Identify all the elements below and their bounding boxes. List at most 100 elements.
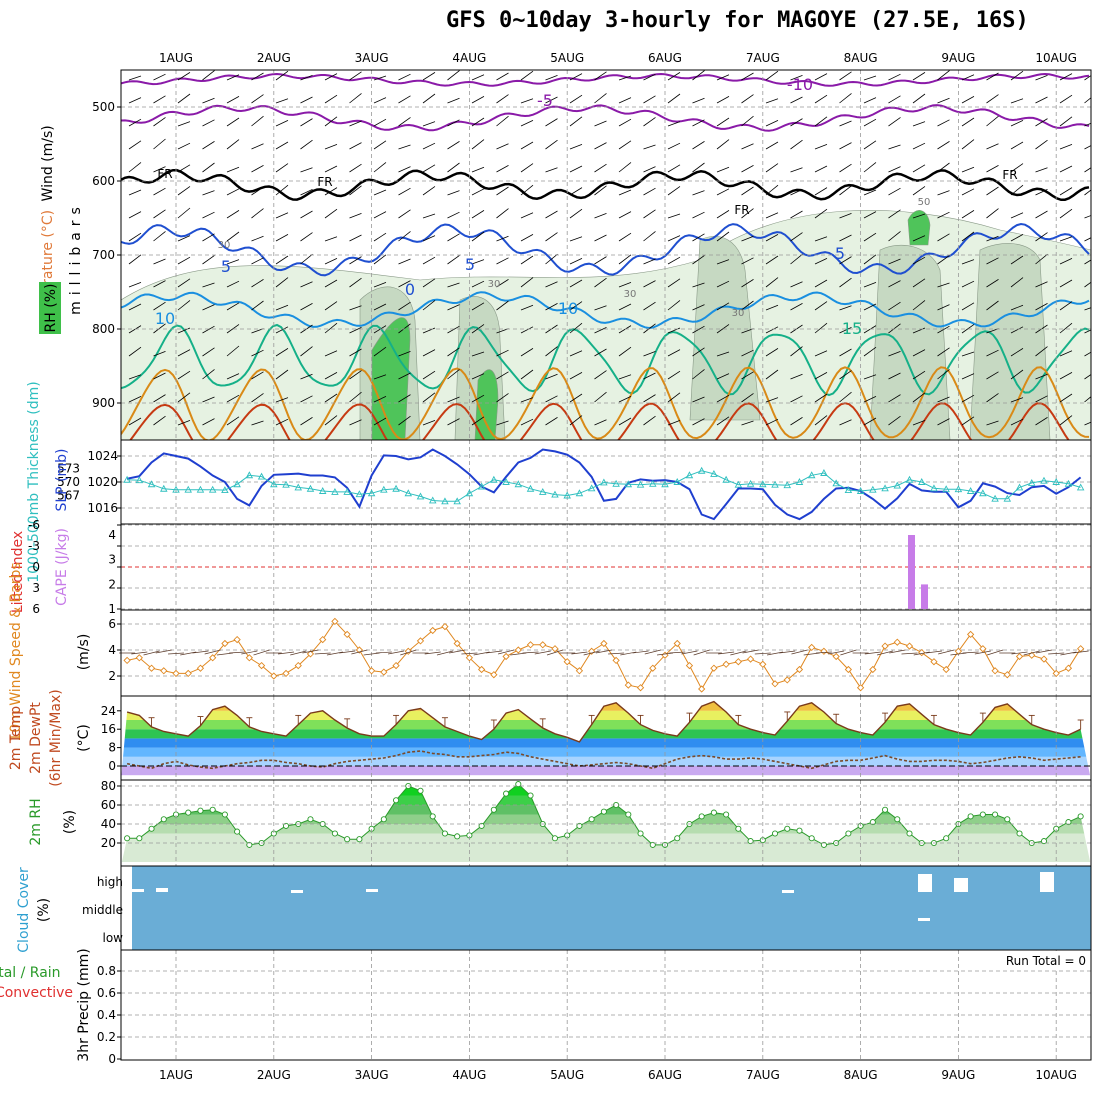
thickness-point: [587, 484, 596, 492]
y-tick-label: 60: [101, 798, 116, 812]
rh2m-point: [979, 811, 986, 818]
precip-frame: [120, 949, 1092, 1061]
y-tick-label: 0: [108, 1052, 116, 1066]
wind-barb: [618, 282, 632, 288]
thickness-point: [991, 494, 999, 502]
wind-barb: [373, 232, 387, 242]
wind-barb: [594, 327, 607, 334]
wind-barb: [1059, 236, 1073, 242]
thickness-point: [930, 484, 938, 492]
thickness-point: [147, 480, 156, 488]
thickness-point: [1064, 479, 1073, 487]
wind-barb: [716, 280, 730, 288]
wind-barb: [226, 166, 240, 173]
wind10-barb: [962, 651, 979, 654]
temp-band: [121, 701, 1091, 702]
rh2m-point: [234, 828, 241, 835]
wind-barb: [422, 142, 436, 150]
thickness-point: [441, 497, 449, 505]
wind-barb: [1010, 70, 1024, 81]
wind10-barb: [277, 651, 295, 655]
thickness-point: [367, 489, 376, 497]
wind10-barb: [351, 649, 368, 655]
wind-barb: [422, 93, 436, 104]
wind-barb: [986, 208, 999, 219]
contour-label: 10: [155, 309, 175, 328]
wind-barb: [398, 117, 411, 127]
wind-barb: [128, 396, 142, 403]
wind-barb: [888, 258, 901, 265]
wind-barb: [790, 253, 803, 265]
wind-barb: [618, 162, 632, 173]
wind10-barb: [485, 650, 502, 654]
thickness-point: [575, 489, 584, 497]
wind-barb: [765, 163, 779, 173]
rh2m-point: [124, 835, 131, 842]
wind-barb: [300, 373, 313, 380]
wind-barb: [716, 231, 730, 242]
wind-barb: [471, 231, 485, 242]
wind-barb: [520, 184, 534, 196]
wind-barb: [324, 301, 338, 311]
wind-barb: [545, 139, 558, 150]
wind-barb: [177, 142, 191, 150]
panel-cloud-cover: high middle low Cloud Cover (%): [16, 865, 1092, 953]
wind-barb: [912, 392, 926, 403]
wind-barb: [471, 139, 485, 150]
wind-barb: [594, 305, 607, 311]
wind-barb: [1059, 372, 1073, 380]
wind-barb: [1035, 395, 1048, 403]
wind-barb: [961, 139, 975, 150]
wind-barb: [398, 231, 411, 242]
chart-title: GFS 0~10day 3-hourly for MAGOYE (27.5E, …: [446, 8, 1029, 33]
wind10-content: [119, 617, 1089, 693]
wind-barb: [324, 279, 338, 288]
temp2m-grid: [175, 696, 1057, 780]
wind-barb: [349, 370, 362, 380]
wind10-point: [306, 650, 315, 658]
cloud-block: [918, 874, 932, 892]
wind-barb: [1010, 255, 1024, 265]
thickness-point: [477, 482, 486, 490]
wind-barb: [692, 119, 705, 127]
wind-barb: [765, 255, 779, 265]
wind-barb: [765, 184, 779, 196]
wind-barb: [447, 418, 460, 426]
wind-barb: [251, 143, 264, 150]
rh2m-point: [845, 830, 852, 837]
wind-barb: [888, 301, 901, 311]
wind-barb: [569, 322, 583, 334]
thickness-point: [905, 475, 914, 483]
wind10-barb: [571, 651, 588, 655]
wind-barb: [986, 94, 999, 104]
wind-barb: [202, 325, 215, 334]
wind-barb: [300, 210, 313, 219]
wind10-barb: [840, 649, 857, 656]
wind10-point: [1003, 671, 1011, 679]
wind-barb: [618, 417, 632, 426]
wind10-point: [832, 652, 840, 661]
panel-10m-wind: 6 4 2 10m Wind Speed & Barbs (m/s): [8, 562, 1092, 742]
wind10-point: [233, 635, 241, 644]
bottom-date-label: 4AUG: [452, 1068, 486, 1082]
wind-barb: [226, 231, 240, 242]
wind-barb: [961, 188, 975, 196]
rh2m-point: [637, 830, 644, 837]
wind-barb: [937, 119, 950, 127]
wind-barb: [912, 278, 926, 288]
wind-barb: [692, 369, 705, 380]
contour-label: 0: [405, 280, 415, 299]
rh2m-point: [282, 822, 290, 829]
wind10-barb: [436, 650, 454, 656]
wind10-barb: [461, 652, 478, 655]
thickness-point: [954, 485, 963, 493]
wind-barb: [398, 280, 411, 288]
cape-axis: -6 -3 0 3 6 4 3 2 1: [28, 518, 121, 616]
panel-2m-rh: 80 60 40 20 2m RH (%): [28, 779, 1092, 867]
wind-barb: [545, 395, 558, 403]
wind10-point: [991, 667, 999, 675]
wind-barb: [398, 73, 411, 81]
wind10-point: [539, 641, 547, 649]
wind-barb: [373, 417, 387, 426]
thickness-point: [759, 480, 767, 488]
